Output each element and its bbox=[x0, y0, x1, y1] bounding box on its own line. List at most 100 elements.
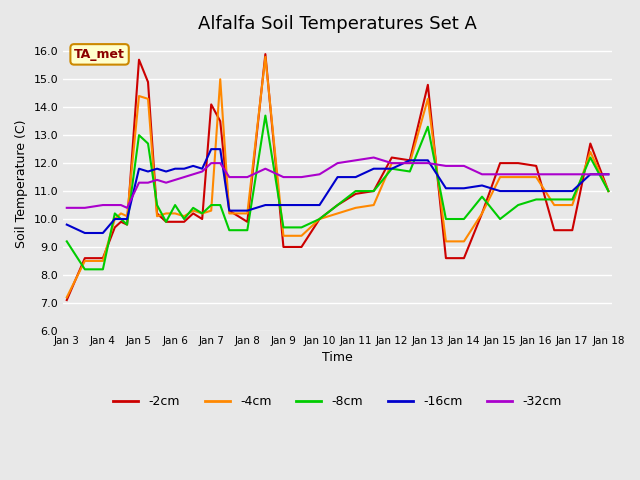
-32cm bbox=[180, 174, 188, 180]
-4cm bbox=[189, 208, 197, 214]
-8cm bbox=[316, 216, 323, 222]
-32cm bbox=[81, 205, 89, 211]
-2cm bbox=[478, 211, 486, 216]
-4cm bbox=[144, 96, 152, 102]
-8cm bbox=[605, 188, 612, 194]
-16cm bbox=[586, 171, 594, 177]
-2cm bbox=[515, 160, 522, 166]
-2cm bbox=[144, 79, 152, 85]
-4cm bbox=[172, 211, 179, 216]
-32cm bbox=[162, 180, 170, 186]
-16cm bbox=[243, 208, 251, 214]
-32cm bbox=[111, 202, 118, 208]
-16cm bbox=[370, 166, 378, 171]
-4cm bbox=[135, 93, 143, 99]
-32cm bbox=[605, 171, 612, 177]
-2cm bbox=[550, 228, 558, 233]
-32cm bbox=[460, 163, 468, 169]
-2cm bbox=[406, 157, 413, 163]
Line: -4cm: -4cm bbox=[67, 57, 609, 297]
-2cm bbox=[333, 202, 341, 208]
-32cm bbox=[316, 171, 323, 177]
-8cm bbox=[198, 211, 206, 216]
-32cm bbox=[198, 168, 206, 174]
-2cm bbox=[568, 228, 576, 233]
-16cm bbox=[207, 146, 215, 152]
Title: Alfalfa Soil Temperatures Set A: Alfalfa Soil Temperatures Set A bbox=[198, 15, 477, 33]
-2cm bbox=[99, 255, 107, 261]
-8cm bbox=[406, 168, 413, 174]
-32cm bbox=[144, 180, 152, 186]
-8cm bbox=[424, 124, 432, 130]
-32cm bbox=[172, 177, 179, 183]
-32cm bbox=[99, 202, 107, 208]
-16cm bbox=[153, 166, 161, 171]
-4cm bbox=[333, 211, 341, 216]
-16cm bbox=[198, 166, 206, 171]
-4cm bbox=[370, 202, 378, 208]
-4cm bbox=[225, 211, 233, 216]
-16cm bbox=[99, 230, 107, 236]
-2cm bbox=[153, 211, 161, 216]
-16cm bbox=[180, 166, 188, 171]
-16cm bbox=[406, 157, 413, 163]
-4cm bbox=[111, 216, 118, 222]
-8cm bbox=[225, 228, 233, 233]
-4cm bbox=[406, 160, 413, 166]
-32cm bbox=[117, 202, 125, 208]
-16cm bbox=[189, 163, 197, 169]
-4cm bbox=[216, 76, 224, 82]
-4cm bbox=[316, 216, 323, 222]
-4cm bbox=[280, 233, 287, 239]
-16cm bbox=[605, 171, 612, 177]
-16cm bbox=[111, 216, 118, 222]
-16cm bbox=[388, 166, 396, 171]
-2cm bbox=[124, 222, 131, 228]
-4cm bbox=[63, 294, 70, 300]
-8cm bbox=[153, 202, 161, 208]
Line: -32cm: -32cm bbox=[67, 157, 609, 208]
Line: -8cm: -8cm bbox=[67, 116, 609, 269]
-32cm bbox=[243, 174, 251, 180]
-2cm bbox=[207, 102, 215, 108]
-2cm bbox=[117, 219, 125, 225]
-32cm bbox=[135, 180, 143, 186]
-8cm bbox=[442, 216, 450, 222]
-8cm bbox=[298, 225, 305, 230]
-8cm bbox=[496, 216, 504, 222]
-2cm bbox=[316, 216, 323, 222]
-2cm bbox=[460, 255, 468, 261]
-16cm bbox=[496, 188, 504, 194]
-8cm bbox=[144, 141, 152, 146]
-16cm bbox=[124, 216, 131, 222]
-8cm bbox=[333, 202, 341, 208]
-2cm bbox=[424, 82, 432, 88]
-2cm bbox=[180, 219, 188, 225]
-2cm bbox=[172, 219, 179, 225]
-4cm bbox=[460, 239, 468, 244]
-2cm bbox=[496, 160, 504, 166]
-8cm bbox=[111, 211, 118, 216]
-8cm bbox=[388, 166, 396, 171]
-8cm bbox=[180, 216, 188, 222]
-4cm bbox=[568, 202, 576, 208]
-2cm bbox=[81, 255, 89, 261]
-4cm bbox=[124, 213, 131, 219]
-2cm bbox=[189, 211, 197, 216]
-4cm bbox=[180, 213, 188, 219]
-4cm bbox=[550, 202, 558, 208]
-16cm bbox=[550, 188, 558, 194]
-4cm bbox=[262, 54, 269, 60]
-4cm bbox=[586, 149, 594, 155]
-8cm bbox=[532, 197, 540, 203]
-4cm bbox=[442, 239, 450, 244]
-4cm bbox=[243, 211, 251, 216]
-32cm bbox=[532, 171, 540, 177]
-8cm bbox=[216, 202, 224, 208]
-32cm bbox=[586, 171, 594, 177]
-32cm bbox=[225, 174, 233, 180]
-2cm bbox=[586, 141, 594, 146]
-8cm bbox=[515, 202, 522, 208]
-8cm bbox=[478, 194, 486, 200]
-4cm bbox=[605, 188, 612, 194]
